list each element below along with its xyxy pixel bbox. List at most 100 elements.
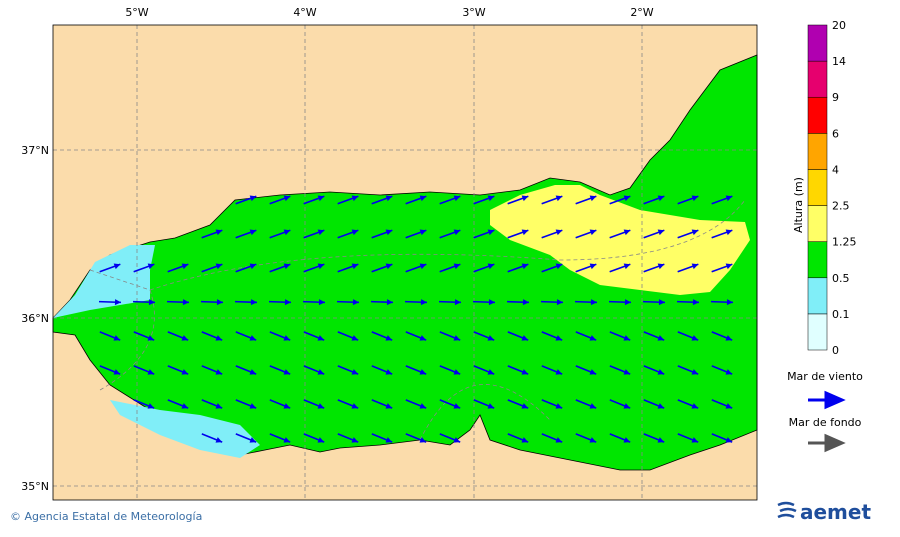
colorbar: Altura (m) 0 0.1 0.5 1.25 2.5 4 6 9 14 20 bbox=[792, 19, 857, 357]
wind-arrow-head bbox=[351, 195, 359, 202]
lat-label: 36°N bbox=[21, 312, 49, 325]
wind-arrow-head bbox=[283, 437, 291, 443]
grid-lines bbox=[53, 25, 757, 500]
wind-arrow-head bbox=[589, 369, 597, 375]
legend-label: Mar de fondo bbox=[789, 416, 862, 429]
wave-arrows bbox=[98, 195, 734, 443]
wind-arrow-head bbox=[215, 229, 223, 236]
wind-arrow-head bbox=[215, 403, 223, 409]
wind-arrow-head bbox=[657, 263, 665, 270]
wind-arrow-head bbox=[419, 403, 427, 409]
wind-arrow-head bbox=[453, 335, 461, 341]
wind-arrow-head bbox=[249, 369, 257, 375]
low-waves-zone bbox=[53, 245, 155, 318]
wind-arrow-head bbox=[657, 403, 665, 409]
wind-arrow-head bbox=[487, 335, 495, 341]
wind-arrow-head bbox=[351, 263, 359, 270]
wind-arrow-head bbox=[385, 229, 393, 236]
wind-arrow-head bbox=[317, 263, 325, 270]
wind-arrow-head bbox=[691, 263, 699, 270]
wind-arrow-head bbox=[725, 335, 733, 341]
logo: aemet bbox=[777, 500, 871, 524]
colorbar-label: 0.5 bbox=[832, 272, 850, 285]
wind-arrow-head bbox=[624, 299, 631, 306]
colorbar-label: 9 bbox=[832, 91, 839, 104]
wind-arrow-head bbox=[317, 195, 325, 202]
wind-arrow-head bbox=[657, 369, 665, 375]
colorbar-label: 2.5 bbox=[832, 200, 850, 213]
wind-arrow-head bbox=[555, 195, 563, 202]
wind-arrow-head bbox=[453, 437, 461, 443]
wind-arrow-head bbox=[317, 335, 325, 341]
map-frame bbox=[52, 24, 758, 501]
wind-arrow-head bbox=[147, 263, 155, 270]
wind-arrow-head bbox=[317, 403, 325, 409]
wind-arrow-head bbox=[658, 299, 665, 306]
wind-arrow-head bbox=[691, 369, 699, 375]
wind-arrow-head bbox=[351, 403, 359, 409]
wind-arrow-head bbox=[249, 335, 257, 341]
wind-arrow-head bbox=[453, 195, 461, 202]
wind-arrow-head bbox=[215, 263, 223, 270]
wind-arrow-head bbox=[283, 335, 291, 341]
wind-arrow-head bbox=[657, 195, 665, 202]
colorbar-segment bbox=[807, 24, 828, 62]
wind-arrow-head bbox=[453, 369, 461, 375]
wind-arrow-head bbox=[148, 299, 155, 306]
wind-arrow-head bbox=[590, 299, 597, 306]
wind-arrow-head bbox=[420, 299, 427, 306]
high-waves-zone bbox=[490, 185, 750, 295]
wind-arrow-head bbox=[419, 369, 427, 375]
wind-arrow-head bbox=[181, 335, 189, 341]
wind-arrow-head bbox=[521, 263, 529, 270]
wind-arrow-head bbox=[419, 195, 427, 202]
lat-label: 37°N bbox=[21, 144, 49, 157]
colorbar-label: 4 bbox=[832, 163, 839, 176]
wind-arrow-head bbox=[623, 437, 631, 443]
colorbar-title: Altura (m) bbox=[792, 177, 805, 233]
wind-arrow-head bbox=[623, 335, 631, 341]
wind-arrow-head bbox=[453, 403, 461, 409]
wind-arrow-head bbox=[114, 299, 121, 306]
wind-arrow-head bbox=[283, 229, 291, 236]
wind-arrow-head bbox=[453, 263, 461, 270]
wind-arrow-head bbox=[113, 263, 121, 270]
wind-arrow-head bbox=[181, 403, 189, 409]
wind-arrow-head bbox=[385, 335, 393, 341]
wind-arrow-head bbox=[725, 369, 733, 375]
wind-arrow-head bbox=[283, 195, 291, 202]
colorbar-label: 6 bbox=[832, 127, 839, 140]
wind-arrow-head bbox=[250, 299, 257, 306]
wind-arrow-head bbox=[215, 335, 223, 341]
wind-arrow-head bbox=[283, 369, 291, 375]
colorbar-segment bbox=[807, 313, 828, 351]
map: 5°W 4°W 3°W 2°W 37°N 36°N 35°N bbox=[21, 6, 758, 501]
wind-arrow-head bbox=[385, 403, 393, 409]
colorbar-segment bbox=[807, 60, 828, 98]
wind-arrow-head bbox=[589, 403, 597, 409]
colorbar-segment bbox=[807, 96, 828, 134]
wind-arrow-head bbox=[657, 335, 665, 341]
wind-arrow-head bbox=[521, 403, 529, 409]
colorbar-segment bbox=[807, 241, 828, 279]
wind-arrow-head bbox=[555, 263, 563, 270]
low-waves-zone bbox=[110, 400, 260, 458]
wind-arrow-head bbox=[317, 437, 325, 443]
wind-arrow-head bbox=[351, 369, 359, 375]
wind-arrow-head bbox=[657, 437, 665, 443]
wind-arrow-head bbox=[284, 299, 291, 306]
colorbar-label: 14 bbox=[832, 55, 846, 68]
wind-arrow-head bbox=[589, 195, 597, 202]
wind-arrow-head bbox=[487, 229, 495, 236]
wind-arrow-head bbox=[487, 403, 495, 409]
colorbar-segment bbox=[807, 205, 828, 242]
sea bbox=[52, 54, 758, 471]
wind-arrow-head bbox=[351, 437, 359, 443]
wind-arrow-head bbox=[386, 299, 393, 306]
wind-arrow-head bbox=[215, 369, 223, 375]
wind-arrow-head bbox=[147, 403, 155, 409]
wind-arrow-head bbox=[522, 299, 529, 306]
colorbar-segment bbox=[807, 169, 828, 206]
wind-arrow-head bbox=[623, 369, 631, 375]
